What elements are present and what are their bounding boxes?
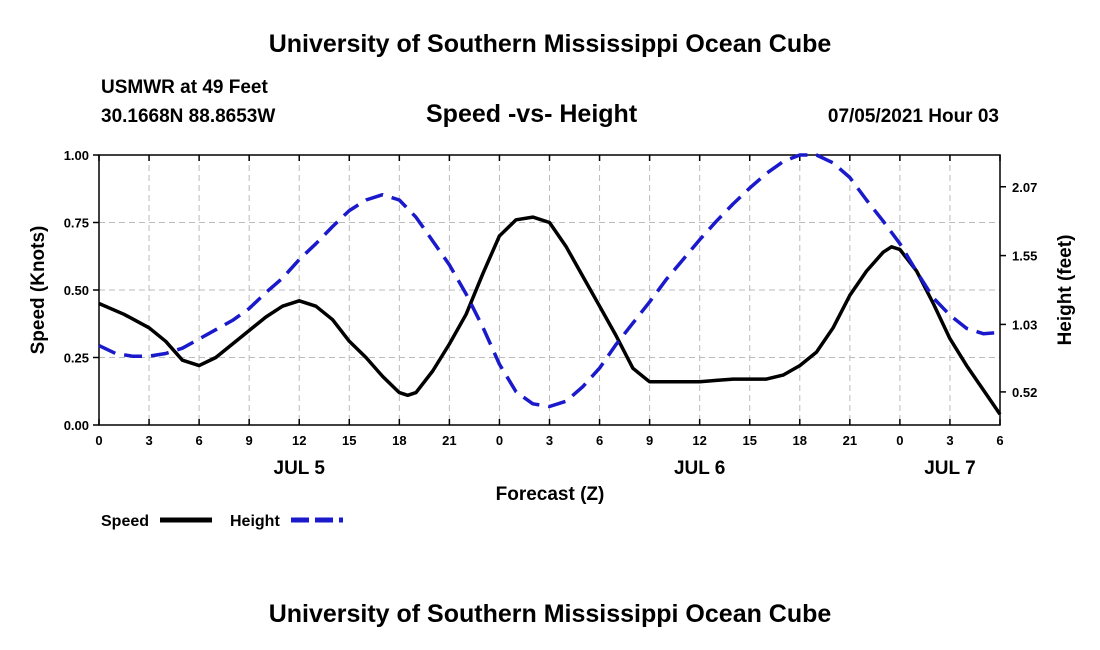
y-tick-label: 0.75	[64, 216, 89, 231]
plot-title: Speed -vs- Height	[426, 100, 638, 128]
y-axis-title: Speed (Knots)	[28, 226, 49, 355]
x-tick-label: 12	[292, 433, 306, 448]
speed-series-line	[98, 215, 1002, 416]
legend-label-speed: Speed	[101, 513, 149, 530]
bottom-title: University of Southern Mississippi Ocean…	[268, 600, 832, 628]
height-series-line	[98, 153, 1001, 409]
y-tick-label: 1.00	[64, 148, 89, 163]
x-tick-label: 21	[843, 433, 857, 448]
x-axis-title: Forecast (Z)	[496, 484, 605, 505]
station-label: USMWR at 49 Feet	[101, 77, 268, 98]
x-tick-label: 21	[442, 433, 456, 448]
x-tick-label: 6	[195, 433, 202, 448]
day-label: JUL 5	[274, 458, 326, 479]
forecast-date: 07/05/2021 Hour 03	[827, 106, 999, 127]
x-tick-label: 3	[546, 433, 553, 448]
x-tick-label: 18	[793, 433, 807, 448]
day-label: JUL 6	[674, 458, 725, 479]
y-tick-label: 0.25	[64, 351, 89, 366]
x-tick-label: 15	[342, 433, 356, 448]
station-coordinates: 30.1668N 88.8653W	[101, 106, 276, 127]
day-label: JUL 7	[924, 458, 975, 479]
legend-label-height: Height	[230, 513, 280, 530]
x-tick-label: 3	[946, 433, 953, 448]
x-tick-label: 0	[496, 433, 503, 448]
x-tick-label: 15	[742, 433, 756, 448]
x-tick-label: 9	[246, 433, 253, 448]
x-tick-label: 18	[392, 433, 406, 448]
y2-axis-title: Height (feet)	[1055, 235, 1076, 346]
x-tick-label: 0	[896, 433, 903, 448]
top-title: University of Southern Mississippi Ocean…	[268, 30, 832, 58]
x-tick-label: 9	[646, 433, 653, 448]
x-tick-label: 12	[692, 433, 706, 448]
x-tick-label: 0	[95, 433, 102, 448]
x-tick-label: 6	[996, 433, 1003, 448]
y-tick-label: 0.50	[64, 283, 89, 298]
x-tick-label: 3	[145, 433, 152, 448]
y2-tick-label: 1.03	[1012, 317, 1037, 332]
y2-tick-label: 2.07	[1012, 180, 1037, 195]
y2-tick-label: 1.55	[1012, 249, 1037, 264]
x-tick-label: 6	[596, 433, 603, 448]
y-tick-label: 0.00	[64, 418, 89, 433]
y2-tick-label: 0.52	[1012, 385, 1037, 400]
